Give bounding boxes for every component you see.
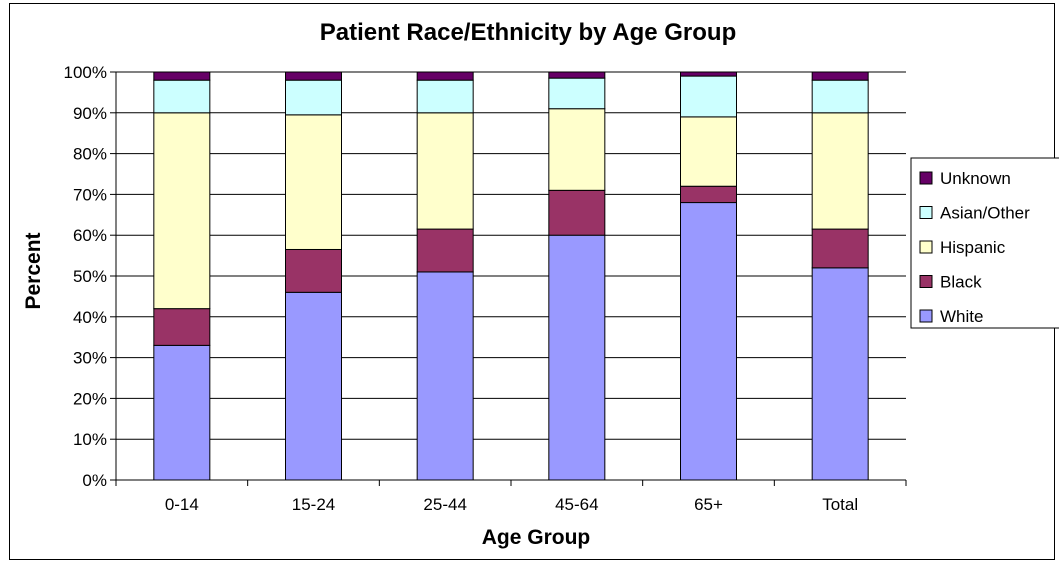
bar-segment-white (811, 267, 869, 481)
y-tick-label: 70% (73, 185, 107, 204)
x-tick-label: 25-44 (423, 495, 466, 514)
bar-segment-asian-other (811, 79, 869, 114)
bar-segment-asian-other (416, 79, 474, 114)
legend-box (910, 157, 1059, 329)
bar-segment-black (153, 308, 211, 346)
y-tick-label: 60% (73, 226, 107, 245)
bar-segment-white (680, 202, 737, 481)
bar-segment-black (548, 189, 606, 236)
bar-segment-hispanic (548, 108, 606, 191)
x-tick-label: 15-24 (292, 495, 335, 514)
bar-segment-hispanic (680, 116, 737, 187)
legend-swatch (919, 206, 933, 219)
y-tick-label: 0% (82, 471, 107, 490)
legend-swatch (919, 171, 933, 185)
legend-swatch (919, 309, 933, 323)
y-tick-label: 10% (73, 430, 107, 449)
bar-segment-black (285, 248, 342, 293)
x-tick-label: 45-64 (555, 495, 598, 514)
y-tick-label: 50% (73, 267, 107, 286)
bar-segment-white (153, 344, 211, 481)
bar-segment-unknown (548, 71, 606, 79)
bar-segment-black (680, 185, 737, 204)
legend-label: White (940, 307, 983, 326)
legend-label: Black (940, 273, 982, 292)
legend-label: Asian/Other (940, 204, 1030, 223)
y-axis-label: Percent (22, 232, 45, 309)
gridlines (116, 71, 906, 440)
bars (153, 71, 869, 481)
legend-swatch (919, 275, 933, 288)
bar-segment-hispanic (285, 114, 342, 250)
y-tick-label: 80% (73, 145, 107, 164)
bar-segment-unknown (416, 71, 474, 81)
bar-segment-asian-other (680, 75, 737, 118)
bar-segment-white (285, 291, 342, 481)
bar-segment-unknown (153, 71, 211, 81)
x-tick-label: 65+ (694, 495, 723, 514)
legend-swatch (919, 240, 933, 254)
bar-segment-asian-other (285, 79, 342, 116)
bar-segment-asian-other (153, 79, 211, 114)
y-tick-label: 40% (73, 308, 107, 327)
bar-segment-black (416, 228, 474, 273)
bar-segment-hispanic (153, 112, 211, 310)
x-tick-label: 0-14 (165, 495, 199, 514)
bar-segment-asian-other (548, 77, 606, 110)
bar-segment-hispanic (811, 112, 869, 230)
bar-segment-unknown (285, 71, 342, 81)
y-axis: 0% 10% 20% 30% 40% 50% 60% 70% 80% 90% 100% (64, 63, 117, 490)
x-axis: 0-14 15-24 25-44 45-64 65+ Total (115, 479, 907, 514)
legend-label: Unknown (940, 169, 1011, 188)
y-tick-label: 90% (73, 104, 107, 123)
bar-segment-hispanic (416, 112, 474, 230)
y-tick-label: 100% (64, 63, 107, 82)
bar-segment-unknown (811, 71, 869, 81)
x-tick-label: Total (822, 495, 858, 514)
legend-label: Hispanic (940, 238, 1006, 257)
bar-segment-white (548, 234, 606, 481)
bar-segment-unknown (680, 71, 737, 77)
x-axis-label: Age Group (482, 526, 591, 549)
chart-title: Patient Race/Ethnicity by Age Group (320, 19, 737, 46)
bar-segment-white (416, 271, 474, 481)
y-tick-label: 30% (73, 349, 107, 368)
bar-segment-black (811, 228, 869, 269)
legend: Unknown Asian/Other Hispanic Black White (910, 157, 1059, 329)
y-tick-label: 20% (73, 389, 107, 408)
